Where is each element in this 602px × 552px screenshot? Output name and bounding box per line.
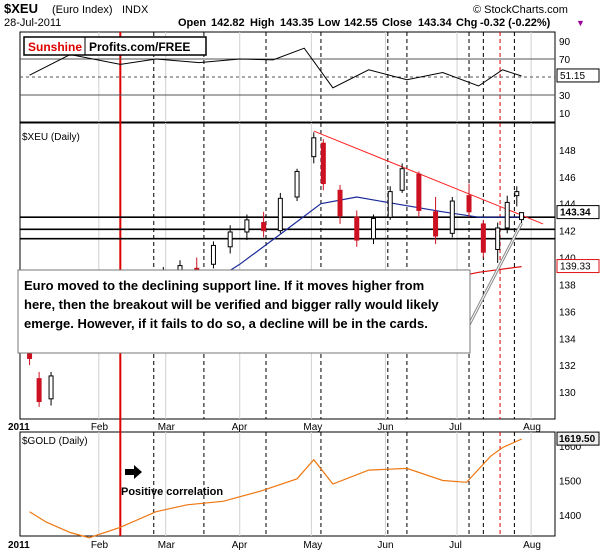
high-label: High	[250, 17, 275, 29]
price-y-tick-label: 130	[559, 388, 576, 399]
price-layer	[20, 130, 555, 407]
watermark-box	[23, 36, 207, 56]
copyright: © StockCharts.com	[473, 4, 568, 16]
candle-body	[210, 244, 216, 265]
gold-y-tick-label: 1400	[559, 511, 582, 522]
gold-x-tick-label: Mar	[158, 540, 176, 551]
candle-body	[227, 231, 233, 248]
price-y-tick-label: 146	[559, 173, 576, 184]
price-y-tick-label: 134	[559, 334, 576, 345]
slow-ma-last-value: 139.33	[560, 262, 591, 273]
price-x-tick-label: Feb	[91, 422, 109, 433]
gold-last-value: 1619.50	[559, 434, 596, 445]
candle-body	[320, 142, 326, 185]
chart-date: 28-Jul-2011	[4, 17, 61, 29]
candle-body	[416, 173, 422, 211]
price-x-tick-label: May	[303, 422, 322, 433]
gold-layer	[29, 438, 522, 539]
candle-body	[244, 219, 250, 233]
positive-correlation-label: Positive correlation	[121, 486, 223, 498]
price-x-tick-label: 2011	[8, 422, 30, 433]
candle-body	[48, 375, 54, 400]
price-x-tick-label: Jun	[377, 422, 393, 433]
rsi-line	[29, 47, 522, 89]
gold-y-tick-label: 1500	[559, 477, 582, 488]
candle-body	[449, 200, 455, 234]
price-y-tick-label: 132	[559, 361, 576, 372]
price-y-tick-label: 140	[559, 254, 576, 265]
last-close-badge	[556, 205, 600, 220]
close-label: Close	[382, 17, 412, 29]
rsi-last-value-badge	[556, 68, 600, 83]
candle-body	[311, 137, 317, 158]
candle-body	[495, 227, 501, 250]
chg-down-marker: ▼	[576, 18, 585, 28]
last-close-value: 143.34	[560, 208, 591, 219]
index-name: (Euro Index)	[52, 4, 113, 16]
gold-panel-title: $GOLD (Daily)	[22, 436, 88, 447]
rsi-layer	[20, 47, 555, 96]
candle-body	[466, 195, 472, 213]
gold-price-line	[29, 438, 522, 539]
low-value: 142.55	[344, 17, 378, 29]
gold-x-tick-label: Jul	[449, 540, 462, 551]
gold-x-tick-label: 2011	[8, 540, 30, 551]
price-x-tick-label: Apr	[232, 422, 248, 433]
chg-label: Chg	[456, 17, 477, 29]
gold-x-tick-label: Jun	[377, 540, 393, 551]
rsi-last-value: 51.15	[560, 71, 585, 82]
rsi-y-tick-label: 10	[559, 109, 571, 120]
watermark-brand-black: Profits.com/FREE	[89, 40, 190, 54]
candle-body	[514, 191, 520, 197]
close-value: 143.34	[418, 17, 453, 29]
low-label: Low	[318, 17, 340, 29]
gold-x-tick-label: May	[303, 540, 322, 551]
open-value: 142.82	[211, 17, 245, 29]
price-y-tick-label: 148	[559, 146, 576, 157]
axis-layer: 2011 2011 Feb Feb Mar Mar Apr Apr May May Jun Jun Ju…	[8, 37, 600, 551]
candle-body	[277, 197, 283, 232]
open-label: Open	[178, 17, 206, 29]
gold-panel-frame	[19, 431, 556, 537]
symbol: $XEU	[4, 1, 38, 16]
commentary-line-2: here, then the breakout will be verified…	[24, 297, 439, 312]
price-y-tick-label: 142	[559, 227, 576, 238]
candle-body	[354, 216, 360, 241]
high-value: 143.35	[280, 17, 314, 29]
candle-body	[387, 191, 393, 218]
candle-body	[36, 378, 42, 403]
candle-body	[261, 222, 267, 232]
arrow-right-icon	[125, 465, 142, 479]
price-y-tick-label: 138	[559, 280, 576, 291]
candle-body	[294, 170, 300, 198]
exchange: INDX	[122, 4, 149, 16]
price-x-tick-label: Mar	[158, 422, 176, 433]
candle-body	[370, 218, 376, 240]
commentary-line-3: emerge. However, if it fails to do so, a…	[24, 316, 428, 331]
candle-body	[337, 189, 343, 217]
gold-last-value-badge	[556, 431, 600, 446]
price-x-tick-label: Aug	[523, 422, 541, 433]
candle-body	[519, 212, 525, 221]
price-y-tick-label: 136	[559, 307, 576, 318]
slow-ma-badge	[556, 259, 600, 274]
gold-x-tick-label: Apr	[232, 540, 248, 551]
price-panel-title: $XEU (Daily)	[22, 132, 80, 143]
commentary-line-1: Euro moved to the declining support line…	[24, 278, 424, 293]
rsi-y-tick-label: 90	[559, 37, 571, 48]
candle-body	[433, 211, 439, 237]
rsi-y-tick-label: 70	[559, 55, 571, 66]
price-x-tick-label: Jul	[449, 422, 462, 433]
gold-x-tick-label: Feb	[91, 540, 109, 551]
candle-body	[504, 201, 510, 229]
gold-x-tick-label: Aug	[523, 540, 541, 551]
gold-y-tick-label: 1600	[559, 442, 582, 453]
chg-value: -0.32 (-0.22%)	[480, 17, 551, 29]
watermark-brand-red: Sunshine	[28, 40, 82, 54]
rsi-y-tick-label: 30	[559, 91, 571, 102]
candle-body	[399, 168, 405, 191]
commentary-box	[17, 269, 471, 354]
candle-body	[480, 223, 486, 253]
